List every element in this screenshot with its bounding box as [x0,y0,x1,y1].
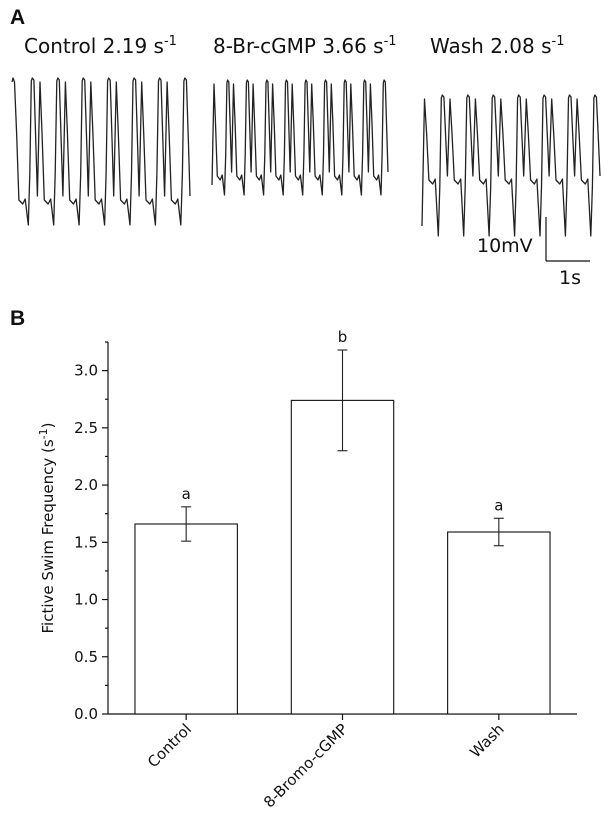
scale-bar-time-label: 1s [559,267,581,289]
trace-8-br-cgmp [211,79,389,196]
panel-b-letter: B [10,307,25,330]
condition-label-wash: Wash 2.08 s-1 [430,34,564,58]
condition-label-8-br-cgmp: 8-Br-cGMP 3.66 s-1 [213,34,397,58]
scale-bar-voltage-label: 10mV [477,235,533,257]
trace-control [11,77,191,226]
bar-wash [447,531,551,715]
y-axis-label: Fictive Swim Frequency (s-1) [37,423,57,634]
y-tick-label: 0.5 [74,648,98,666]
x-tick-label: 8-Bromo-cGMP [260,720,351,811]
significance-label: a [494,496,503,514]
significance-label: a [182,485,191,503]
y-tick-label: 1.5 [74,533,98,551]
y-tick-label: 2.0 [74,476,98,494]
y-tick-label: 0.0 [74,705,98,723]
bar-control [134,523,238,715]
y-tick-label: 2.5 [74,419,98,437]
y-tick-label: 1.0 [74,591,98,609]
significance-label: b [338,328,348,346]
y-tick-label: 3.0 [74,362,98,380]
x-tick-label: Wash [466,720,507,761]
condition-label-control: Control 2.19 s-1 [24,34,177,58]
trace-wash [421,94,601,237]
bar-chart: 0.0 0.5 1.0 1.5 2.0 2.5 3.0 Fictive Swim Freque… [37,328,577,811]
panel-a-letter: A [10,6,25,29]
x-tick-label: Control [144,720,195,771]
